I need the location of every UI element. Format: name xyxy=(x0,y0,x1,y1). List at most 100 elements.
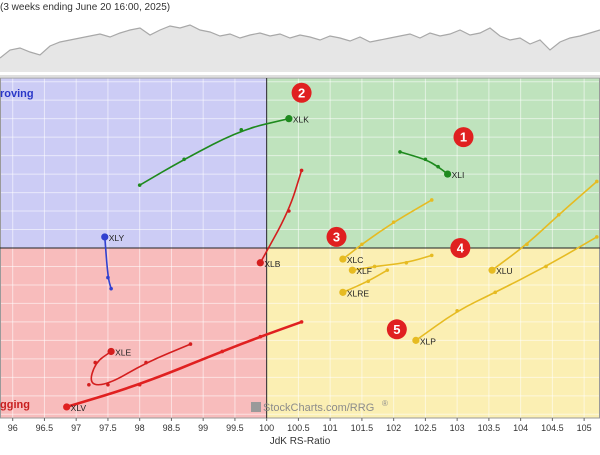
trail-point-xlre xyxy=(366,279,371,284)
trail-point-xli xyxy=(398,150,402,154)
trail-point-xlc xyxy=(391,220,396,224)
annotation-number-1: 1 xyxy=(460,130,467,145)
x-tick-label: 96 xyxy=(8,423,18,433)
trail-point-xlf xyxy=(404,260,409,265)
trail-point-xle xyxy=(188,342,193,346)
quadrant-lagging xyxy=(0,248,267,418)
x-tick-label: 104.5 xyxy=(541,423,564,433)
annotation-marker-3 xyxy=(326,226,347,247)
x-tick-label: 98.5 xyxy=(163,423,181,433)
trail-point-xlp xyxy=(544,264,548,269)
series-label-xlb: XLB xyxy=(264,259,280,269)
trail-point-xlp xyxy=(455,309,459,313)
series-label-xlv: XLV xyxy=(71,403,87,413)
trail-xlu xyxy=(491,180,598,271)
x-tick-label: 103.5 xyxy=(478,423,501,433)
trail-point-xlk xyxy=(182,157,186,162)
watermark: StockCharts.com/RRG ® xyxy=(251,399,388,414)
head-point-xle xyxy=(107,347,115,356)
trail-point-xlv xyxy=(137,382,142,387)
annotation-number-4: 4 xyxy=(457,241,465,256)
x-tick-label: 99 xyxy=(198,423,208,433)
trail-point-xle xyxy=(87,382,91,387)
trail-point-xlv xyxy=(299,320,304,324)
benchmark-line xyxy=(0,24,600,59)
annotation-marker-2 xyxy=(291,82,312,103)
trail-point-xlv xyxy=(258,334,263,339)
series-label-xlc: XLC xyxy=(347,255,364,265)
series-label-xlu: XLU xyxy=(496,266,513,276)
head-point-xli xyxy=(444,170,452,178)
trail-point-xly xyxy=(109,286,113,291)
center-lines xyxy=(0,78,600,418)
trail-point-xlf xyxy=(372,264,377,269)
series-label-xly: XLY xyxy=(109,233,125,243)
trail-point-xlv xyxy=(220,349,225,354)
quadrant-improving xyxy=(0,78,267,248)
annotation-number-2: 2 xyxy=(298,85,305,100)
series-label-xlk: XLK xyxy=(293,115,309,125)
annotation-marker-5 xyxy=(386,319,407,340)
trail-point-xlp xyxy=(595,235,599,239)
head-point-xlre xyxy=(339,288,347,296)
x-tick-label: 102 xyxy=(386,423,401,433)
quadrant-leading xyxy=(266,78,600,248)
x-tick-label: 99.5 xyxy=(226,423,244,433)
head-point-xlf xyxy=(348,266,356,274)
x-tick-label: 101 xyxy=(323,423,338,433)
x-tick-label: 105 xyxy=(577,423,592,433)
quadrant-weakening xyxy=(266,248,600,418)
x-tick-label: 103 xyxy=(450,423,465,433)
trail-point-xlu xyxy=(525,242,529,247)
trail-point-xlc xyxy=(360,242,364,247)
trail-point-xlb xyxy=(299,168,304,173)
trail-point-xlb xyxy=(287,209,291,213)
series-label-xle: XLE xyxy=(115,347,131,357)
series-label-xli: XLI xyxy=(452,170,465,180)
watermark-text: StockCharts.com/RRG xyxy=(263,402,374,414)
trail-point-xle xyxy=(93,360,98,365)
watermark-logo-icon xyxy=(251,402,261,412)
benchmark-panel xyxy=(0,10,600,77)
trail-xle xyxy=(90,343,192,386)
benchmark-area xyxy=(0,25,600,72)
head-point-xly xyxy=(101,233,109,241)
trail-point-xlp xyxy=(493,290,498,295)
trail-point-xlc xyxy=(429,198,434,202)
x-tick-label: 104 xyxy=(513,423,528,433)
series-label-xlf: XLF xyxy=(356,266,372,276)
head-point-xlp xyxy=(412,336,420,344)
x-tick-label: 102.5 xyxy=(414,423,437,433)
x-tick-label: 97.5 xyxy=(99,423,117,433)
annotation-number-3: 3 xyxy=(333,229,340,244)
trail-xlv xyxy=(65,320,303,409)
x-tick-label: 98 xyxy=(135,423,145,433)
trail-point-xli xyxy=(436,164,440,169)
head-point-xlv xyxy=(63,403,71,411)
trail-point-xlk xyxy=(137,183,142,187)
x-tick-label: 96.5 xyxy=(36,423,54,433)
annotation-marker-1 xyxy=(453,127,474,148)
trail-point-xlf xyxy=(429,253,434,258)
x-axis-title: JdK RS-Ratio xyxy=(270,436,331,447)
trail-point-xlk xyxy=(239,127,244,132)
head-point-xlb xyxy=(256,259,264,267)
head-point-xlc xyxy=(339,255,347,263)
x-axis: JdK RS-Ratio 96 96.5 97 97.5 98 98.5 99 99.5 100… xyxy=(8,418,592,447)
trail-point-xlu xyxy=(556,212,561,217)
annotations: 1 2 3 4 5 xyxy=(291,82,474,340)
quadrant-labels: roving gging xyxy=(0,88,34,411)
x-tick-label: 97 xyxy=(71,423,81,433)
series-label-xlre: XLRE xyxy=(347,288,370,298)
trail-xlk xyxy=(138,117,290,186)
trail-point-xle xyxy=(144,360,148,365)
head-point-xlu xyxy=(488,266,496,274)
head-point-xlk xyxy=(285,115,293,123)
trail-point-xly xyxy=(106,275,110,280)
watermark-registered: ® xyxy=(382,399,388,408)
x-tick-label: 100.5 xyxy=(287,423,310,433)
quadrant-label-lagging: gging xyxy=(0,399,30,411)
